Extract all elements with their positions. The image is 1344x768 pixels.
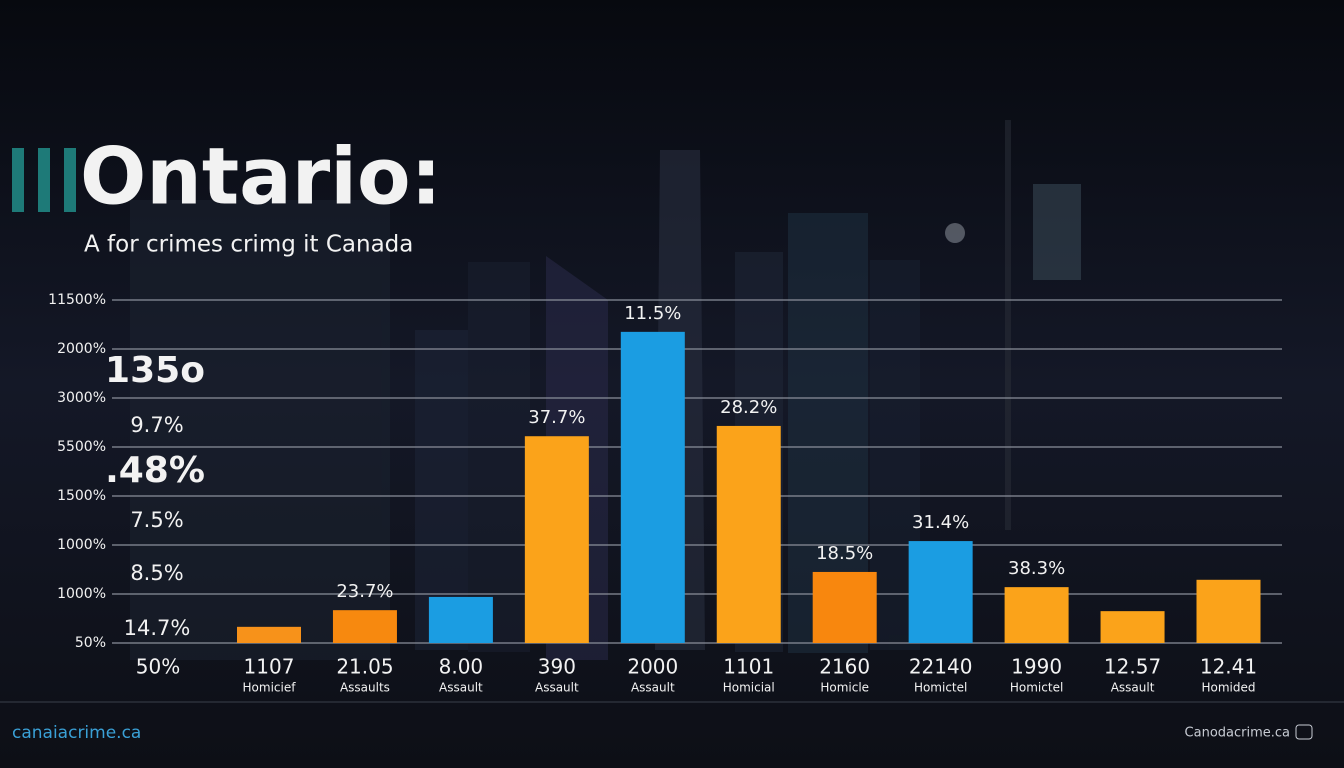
x-tick-label: 21.05 (336, 655, 393, 679)
x-tick-sublabel: Assault (1111, 681, 1155, 695)
y-tick-label: 2000% (57, 341, 106, 357)
footer-icon (1295, 724, 1313, 740)
side-stat: 8.5% (130, 561, 183, 585)
bar-label: 28.2% (720, 397, 777, 418)
x-tick-label: 2160 (819, 655, 870, 679)
logo-bar (12, 148, 24, 212)
y-tick-label: 50% (75, 635, 106, 651)
bar (332, 610, 397, 643)
y-tick-label: 11500% (48, 292, 106, 308)
x-tick-label: 12.41 (1200, 655, 1257, 679)
x-tick-label: 1107 (244, 655, 295, 679)
title: Ontario: (80, 132, 442, 222)
x-tick-sublabel: Assaults (340, 681, 390, 695)
x-tick-sublabel: Assault (631, 681, 675, 695)
side-stat: 135o (105, 350, 205, 391)
corner-label: 50% (136, 655, 180, 679)
x-tick-label: 12.57 (1104, 655, 1161, 679)
x-tick-sublabel: Homicle (820, 681, 869, 695)
footer-right: Canodacrime.ca (1185, 726, 1290, 741)
x-tick-sublabel: Assault (439, 681, 483, 695)
side-stat: .48% (105, 450, 205, 491)
x-tick-sublabel: Homicief (243, 681, 297, 695)
side-stat: 7.5% (130, 508, 183, 532)
x-tick-label: 22140 (909, 655, 973, 679)
bar-label: 37.7% (528, 407, 585, 428)
x-tick-label: 2000 (627, 655, 678, 679)
y-tick-label: 5500% (57, 439, 106, 455)
x-tick-sublabel: Homided (1201, 681, 1255, 695)
bar-label: 31.4% (912, 512, 969, 533)
bar (812, 571, 877, 643)
x-tick-sublabel: Assault (535, 681, 579, 695)
logo-bar (38, 148, 50, 212)
x-tick-sublabel: Homicial (723, 681, 775, 695)
footer-left: canaiacrime.ca (12, 723, 141, 743)
bar-label: 18.5% (816, 543, 873, 564)
bar (716, 425, 781, 643)
bar-label: 23.7% (336, 581, 393, 602)
x-tick-label: 1101 (723, 655, 774, 679)
subtitle: A for crimes crimg it Canada (84, 232, 413, 258)
side-stat: 9.7% (130, 413, 183, 437)
bar (1196, 579, 1261, 643)
bar-label: 38.3% (1008, 558, 1065, 579)
x-tick-sublabel: Homictel (1010, 681, 1063, 695)
y-tick-label: 1000% (57, 586, 106, 602)
bar (1004, 587, 1069, 643)
y-tick-label: 1000% (57, 537, 106, 553)
bar (1100, 611, 1165, 643)
bar (620, 331, 685, 643)
x-tick-label: 8.00 (439, 655, 484, 679)
bar (237, 626, 301, 643)
y-tick-label: 3000% (57, 390, 106, 406)
y-tick-label: 1500% (57, 488, 106, 504)
side-stat: 14.7% (124, 616, 191, 640)
x-tick-label: 390 (538, 655, 576, 679)
bar (428, 596, 493, 643)
bar-label: 11.5% (624, 303, 681, 324)
x-tick-sublabel: Homictel (914, 681, 967, 695)
bar (524, 436, 589, 643)
x-tick-label: 1990 (1011, 655, 1062, 679)
bar (908, 541, 973, 643)
logo-bar (64, 148, 76, 212)
